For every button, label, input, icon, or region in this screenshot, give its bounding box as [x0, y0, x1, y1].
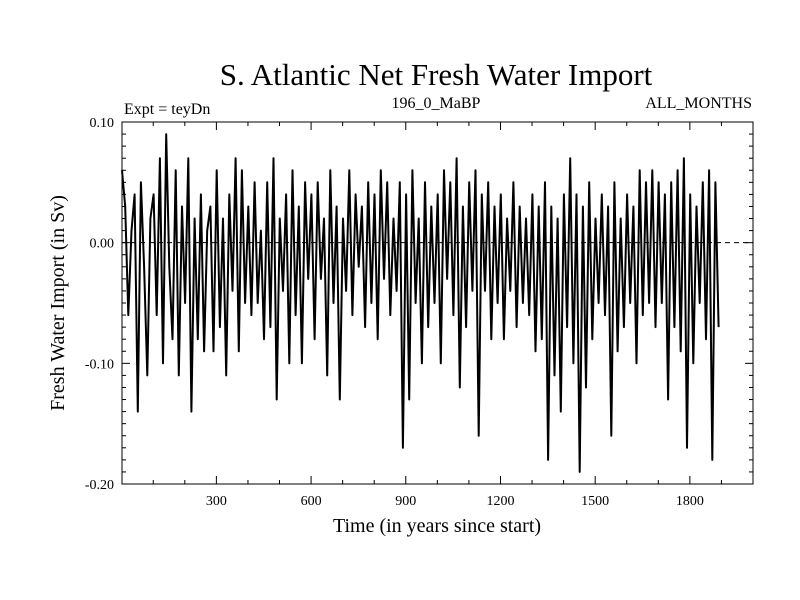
x-tick-label: 900 [395, 494, 416, 509]
y-tick-label: -0.10 [85, 357, 114, 372]
x-tick-label: 1800 [676, 494, 704, 509]
x-axis: 300 600 900 1200 1500 1800 [152, 122, 722, 509]
x-tick-label: 600 [301, 494, 322, 509]
y-tick-label: 0.10 [90, 116, 115, 131]
series-line [121, 133, 720, 473]
months-label: ALL_MONTHS [645, 95, 752, 112]
chart-title: S. Atlantic Net Fresh Water Import [220, 57, 653, 92]
y-axis: -0.20 -0.10 0.00 0.10 [85, 116, 753, 493]
period-label: 196_0_MaBP [392, 95, 481, 112]
x-axis-label: Time (in years since start) [333, 515, 541, 537]
y-tick-label: -0.20 [85, 478, 114, 493]
y-tick-label: 0.00 [90, 237, 115, 252]
plot-area [121, 121, 754, 485]
experiment-label: Expt = teyDn [124, 101, 210, 118]
y-axis-label: Fresh Water Import (in Sv) [47, 195, 69, 411]
x-tick-label: 1500 [581, 494, 609, 509]
x-tick-label: 1200 [486, 494, 514, 509]
x-tick-label: 300 [206, 494, 227, 509]
